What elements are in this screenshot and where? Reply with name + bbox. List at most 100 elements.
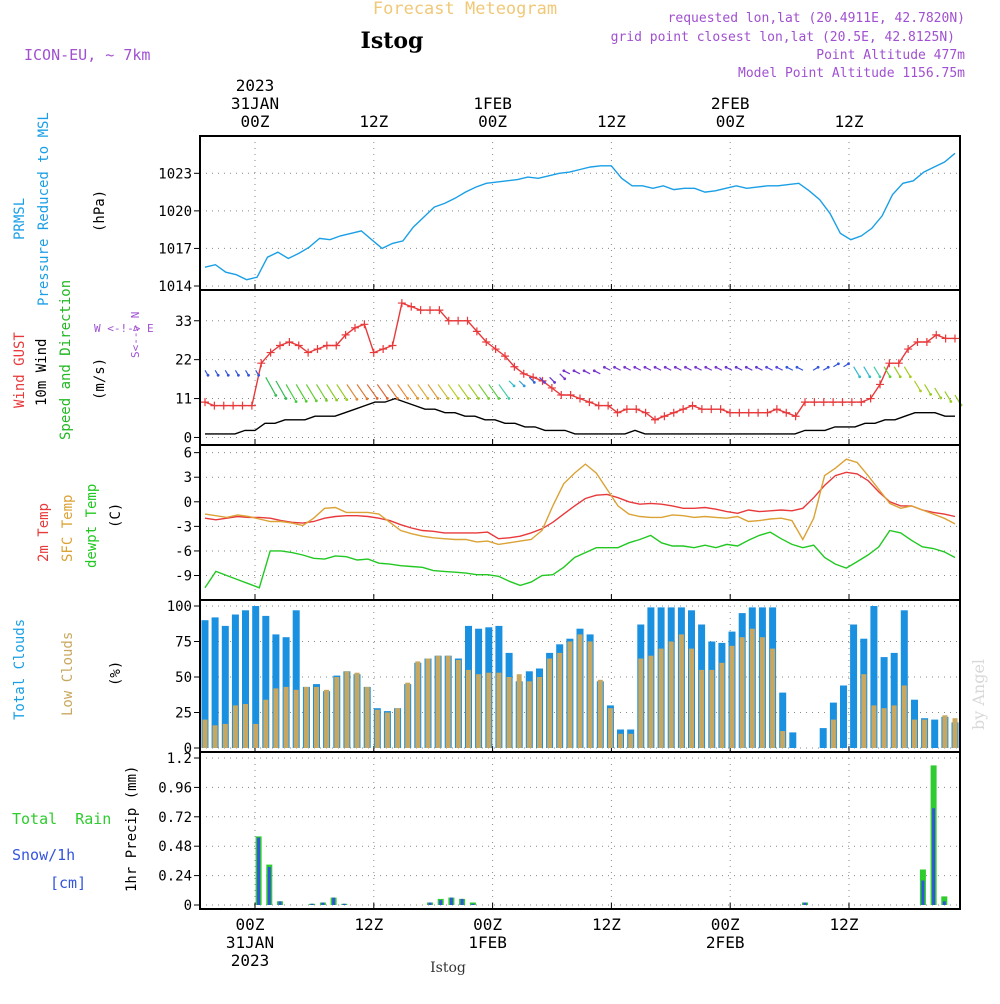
clouds-bar-1: [891, 705, 897, 748]
clouds-bar-0: [262, 615, 270, 748]
watermark: by Angel: [969, 659, 988, 730]
clouds-bar-0: [870, 606, 878, 748]
clouds-bar-1: [395, 708, 401, 748]
bottom-time-label: 2FEB: [706, 933, 745, 952]
wind-direction-arrow: [275, 380, 287, 399]
precip-bar-1: [460, 898, 464, 905]
gust-marker: [304, 348, 313, 357]
temp-series-2: [204, 529, 956, 589]
station-title: Istog: [361, 28, 424, 54]
wind-direction-arrow: [386, 384, 398, 399]
clouds-bar-1: [476, 674, 482, 748]
gust-marker: [388, 341, 397, 350]
precip-bar-1: [332, 897, 336, 905]
clouds-bar-1: [202, 719, 208, 748]
wind-ytick-label: 33: [175, 314, 192, 330]
temp-panel: -9 -6 -3 0 3 6: [175, 444, 961, 601]
gust-marker: [763, 408, 772, 417]
wind-arrow-head: [643, 365, 647, 369]
temp-ytick-label: -3: [175, 519, 192, 535]
clouds-bar-1: [506, 677, 512, 748]
gust-marker: [847, 398, 856, 407]
wind-direction-arrow: [295, 384, 307, 402]
gust-marker: [913, 337, 922, 346]
clouds-bar-1: [719, 662, 725, 748]
gust-marker: [379, 345, 388, 354]
gust-marker: [829, 398, 838, 407]
temp-series-0: [204, 471, 956, 540]
clouds-bar-1: [547, 658, 553, 748]
top-time-label: 2FEB: [711, 94, 750, 113]
clouds-bar-1: [435, 655, 441, 748]
panels: 10141017102010230112233-9-6-303602550751…: [158, 135, 963, 914]
total-clouds-label: Total Clouds: [12, 619, 28, 720]
gust-label: Wind GUST: [12, 332, 28, 408]
wind-arrow-head: [553, 380, 556, 384]
gust-marker: [322, 341, 331, 350]
wind-direction-arrow: [285, 384, 297, 402]
clouds-bar-1: [263, 699, 269, 748]
precip-bar-1: [803, 902, 807, 905]
gust-marker: [257, 359, 266, 368]
clouds-bar-0: [231, 614, 239, 748]
wind-arrow-head: [592, 369, 596, 373]
gust-marker: [772, 405, 781, 414]
pressure-unit: (hPa): [92, 190, 108, 232]
snow-unit-label: [cm]: [50, 874, 86, 892]
precip-ytick-label: 0.96: [158, 780, 192, 796]
precip-bar-0: [941, 896, 948, 905]
precip-bar-1: [921, 880, 925, 905]
wind-arrow-head: [603, 365, 606, 369]
wind-arrow-head: [226, 373, 230, 377]
clouds-bar-0: [779, 692, 787, 748]
requested-coords: requested lon,lat (20.4911E, 42.7820N): [668, 11, 965, 26]
precip-bar-0: [469, 902, 476, 905]
precip-ytick-label: 0.24: [158, 869, 192, 885]
wind-direction-arrow: [346, 384, 358, 400]
temp-labels: 2m Temp SFC Temp dewpt Temp (C): [36, 484, 124, 568]
pressure-panel: 1014 1017 1020 1023: [158, 135, 961, 295]
pressure-ytick-label: 1017: [158, 241, 192, 257]
wind-arrow-head: [939, 396, 943, 400]
clouds-bar-1: [689, 648, 694, 748]
wind-arrow-head: [206, 373, 210, 377]
wind-arrow-head: [543, 380, 546, 384]
wind-arrow-head: [714, 365, 718, 369]
top-time-label: 00Z: [478, 112, 507, 131]
wind-direction-arrow: [407, 384, 419, 399]
precip-panel: 0 0.24 0.48 0.72 0.96 1.2: [158, 751, 961, 914]
clouds-bar-1: [283, 686, 289, 748]
wind-arrow-head: [744, 365, 748, 369]
clouds-ytick-label: 0: [184, 741, 192, 757]
gust-marker: [360, 320, 369, 329]
gust-marker: [238, 401, 247, 410]
top-time-label: 12Z: [359, 112, 388, 131]
snow-label: Snow/1h: [12, 846, 75, 864]
wind-arrow-head: [426, 397, 430, 400]
dew-label: dewpt Temp: [84, 484, 100, 568]
gust-marker: [266, 348, 275, 357]
wind-arrow-head: [755, 365, 758, 369]
precip-bar-1: [267, 867, 271, 905]
wind-arrow-head: [775, 365, 779, 369]
clouds-bar-1: [537, 677, 542, 748]
wind-arrow-head: [385, 397, 389, 400]
clouds-bar-1: [384, 712, 390, 748]
gust-marker: [857, 398, 866, 407]
clouds-bar-0: [931, 719, 939, 748]
wind-arrow-head: [396, 397, 399, 400]
wind-arrow-head: [436, 397, 440, 400]
clouds-bar-1: [678, 634, 684, 748]
wind-arrow-head: [365, 397, 369, 401]
gust-marker: [229, 401, 238, 410]
clouds-unit: (%): [108, 661, 124, 686]
wind-arrow-head: [734, 365, 738, 369]
gust-marker: [510, 362, 519, 371]
gust-marker: [547, 383, 556, 392]
wind-arrow-head: [613, 365, 616, 369]
wind-arrow-head: [836, 362, 840, 366]
gust-marker: [435, 306, 444, 315]
temp-ytick-label: -6: [175, 544, 192, 560]
bottom-time-label: 12Z: [592, 915, 621, 934]
wind-direction-arrow: [488, 384, 500, 399]
